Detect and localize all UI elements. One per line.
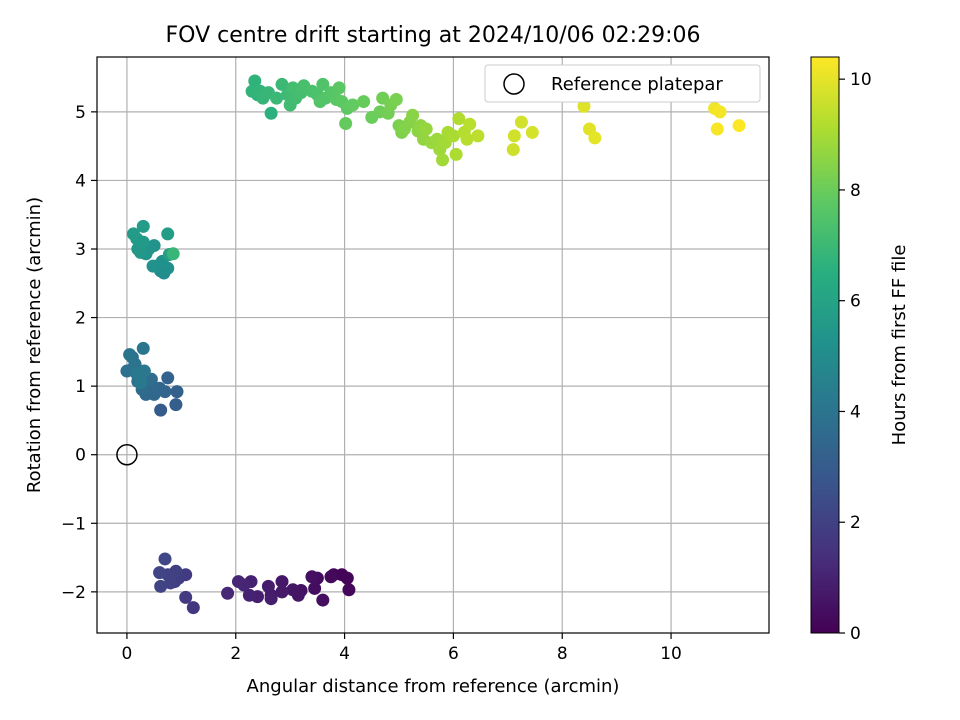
data-point (339, 117, 353, 131)
x-tick-label: 10 (660, 644, 682, 664)
data-point (449, 147, 463, 161)
x-tick-label: 6 (448, 644, 459, 664)
legend-entry: Reference platepar (551, 74, 723, 95)
data-point (170, 385, 184, 399)
data-point (507, 129, 521, 143)
data-point (588, 131, 602, 145)
data-point (436, 153, 450, 167)
data-point (126, 227, 140, 241)
data-point (186, 601, 200, 615)
colorbar-tick-label: 4 (850, 402, 861, 422)
data-point (332, 81, 346, 95)
y-tick-label: −1 (61, 514, 86, 534)
data-point (275, 77, 289, 91)
data-point (710, 122, 724, 136)
x-tick-label: 8 (557, 644, 568, 664)
data-point (154, 579, 168, 593)
colorbar-tick-label: 2 (850, 513, 861, 533)
data-point (221, 586, 235, 600)
data-point (242, 588, 256, 602)
y-axis-ticks: −2 −1 0 1 2 3 4 5 (61, 103, 97, 603)
data-point (357, 95, 371, 109)
chart-title: FOV centre drift starting at 2024/10/06 … (166, 23, 701, 48)
data-point (305, 570, 319, 584)
y-tick-label: 0 (75, 446, 86, 466)
y-tick-label: 4 (75, 171, 86, 191)
data-point (732, 119, 746, 133)
data-point (264, 106, 278, 120)
data-point (577, 99, 591, 113)
data-point (158, 552, 172, 566)
data-point (316, 593, 330, 607)
data-point (231, 575, 245, 589)
data-point (713, 105, 727, 119)
data-point (419, 122, 433, 136)
data-points (120, 74, 746, 615)
data-point (134, 376, 148, 390)
data-point (264, 592, 278, 606)
data-point (389, 93, 403, 107)
plot-area (97, 57, 769, 633)
data-point (342, 583, 356, 597)
data-point (128, 357, 142, 371)
data-point (452, 112, 466, 126)
data-point (146, 259, 160, 273)
y-tick-label: 1 (75, 377, 86, 397)
colorbar-tick-label: 0 (850, 624, 861, 644)
data-point (514, 115, 528, 129)
legend-box (484, 64, 761, 103)
data-point (463, 117, 477, 131)
data-point (248, 74, 262, 88)
data-point (308, 581, 322, 595)
data-point (136, 219, 150, 233)
data-point (166, 247, 180, 261)
data-point (169, 398, 183, 412)
data-point (161, 227, 175, 241)
colorbar-tick-label: 10 (850, 70, 872, 90)
y-tick-label: −2 (61, 583, 86, 603)
legend: Reference platepar (484, 64, 761, 103)
grid-lines (97, 57, 769, 633)
plot-frame (96, 56, 770, 634)
reference-marker (116, 443, 138, 466)
legend-reference-marker (503, 73, 525, 95)
data-point (406, 108, 420, 122)
y-tick-label: 3 (75, 240, 86, 260)
data-point (275, 585, 289, 599)
x-axis-ticks: 0 2 4 6 8 10 (122, 633, 682, 664)
data-point (286, 583, 300, 597)
data-point (261, 579, 275, 593)
data-point (270, 91, 284, 105)
data-point (179, 590, 193, 604)
data-point (460, 132, 474, 146)
data-point (471, 129, 485, 143)
data-point (136, 341, 150, 355)
data-point (275, 575, 289, 589)
y-axis-label: Rotation from reference (arcmin) (24, 197, 45, 493)
data-point (340, 571, 354, 585)
colorbar-tick-label: 8 (850, 181, 861, 201)
x-tick-label: 4 (339, 644, 350, 664)
x-tick-label: 0 (122, 644, 133, 664)
x-axis-label: Angular distance from reference (arcmin) (247, 676, 620, 697)
data-point (161, 371, 175, 385)
data-point (446, 129, 460, 143)
reference-platepar-marker (116, 443, 138, 466)
data-point (154, 403, 168, 417)
colorbar (810, 56, 840, 634)
data-point (346, 98, 360, 112)
y-tick-label: 2 (75, 309, 86, 329)
data-point (123, 348, 137, 362)
data-point (153, 566, 167, 580)
colorbar-ticks: 0 2 4 6 8 10 (839, 70, 872, 644)
data-point (324, 570, 338, 584)
colorbar-tick-label: 6 (850, 292, 861, 312)
data-point (316, 77, 330, 91)
data-point (506, 143, 520, 157)
y-tick-label: 5 (75, 103, 86, 123)
x-tick-label: 2 (230, 644, 241, 664)
colorbar-label: Hours from first FF file (889, 245, 910, 446)
data-point (525, 125, 539, 139)
